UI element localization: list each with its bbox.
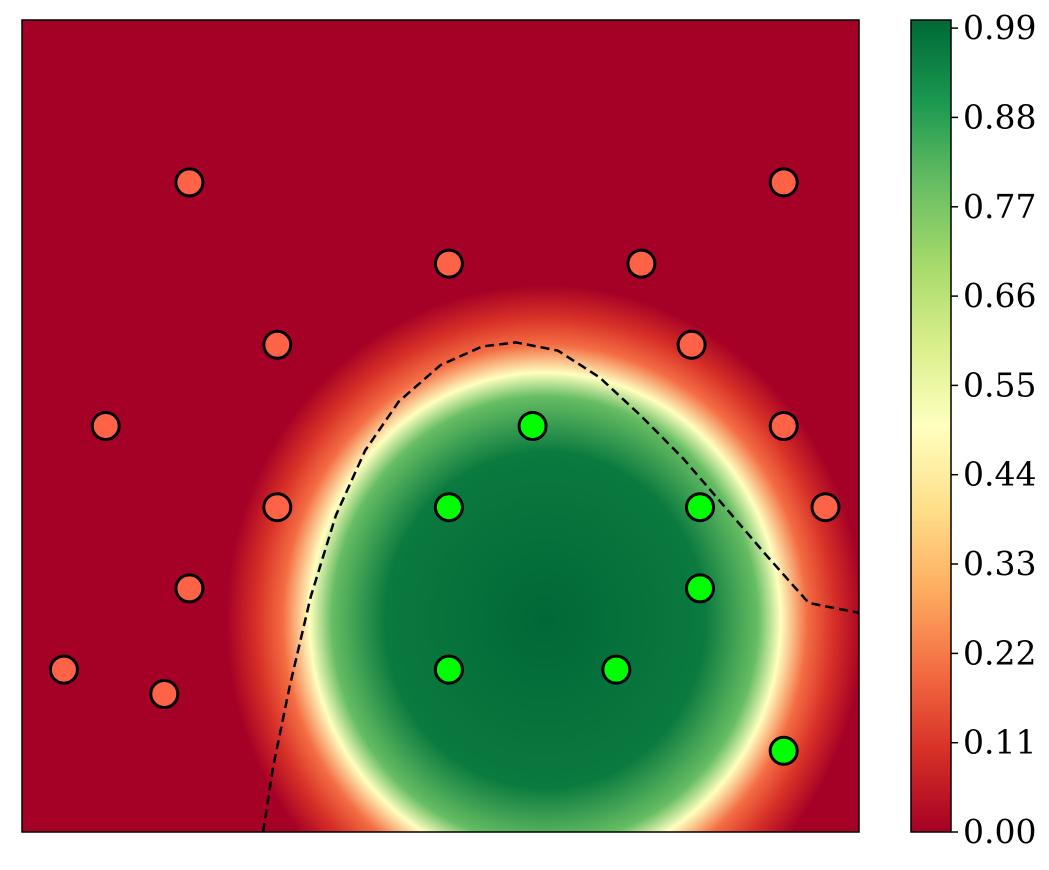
- scatter-point-series-1-2: [685, 492, 715, 523]
- scatter-point-series-0-8: [262, 492, 293, 523]
- scatter-point-series-0-12: [149, 679, 180, 709]
- scatter-point-series-0-0: [174, 167, 205, 198]
- scatter-point-series-0-10: [174, 573, 205, 604]
- scatter-point-series-0-9: [810, 492, 841, 523]
- scatter-point-series-1-1: [433, 492, 464, 523]
- colorbar-ticks: 0.00 0.11 0.22 0.33 0.44 0.55 0.66 0.77 0.88 0.99: [951, 8, 1036, 851]
- probability-heat-field: [22, 20, 859, 832]
- colorbar-tick-label-8: 0.88: [963, 97, 1036, 136]
- colorbar: 0.00 0.11 0.22 0.33 0.44 0.55 0.66 0.77 0.88 0.99: [910, 8, 1036, 851]
- scatter-point-series-0-4: [262, 329, 293, 360]
- colorbar-gradient-bar: [910, 19, 952, 833]
- scatter-points: [48, 167, 841, 766]
- scatter-point-series-0-7: [768, 411, 799, 441]
- scatter-point-series-1-4: [433, 654, 464, 685]
- colorbar-tick-label-6: 0.66: [963, 276, 1036, 315]
- scatter-point-series-0-3: [626, 248, 657, 279]
- scatter-point-series-0-6: [90, 411, 121, 441]
- plot-frame: [21, 19, 860, 833]
- scatter-point-series-1-6: [768, 735, 799, 766]
- colorbar-tick-label-0: 0.00: [963, 812, 1036, 851]
- colorbar-tick-label-9: 0.99: [963, 8, 1036, 47]
- colorbar-tick-label-4: 0.44: [963, 455, 1036, 494]
- scatter-point-series-0-1: [768, 167, 799, 198]
- colorbar-tick-label-3: 0.33: [963, 544, 1036, 583]
- plot-area: [21, 19, 860, 833]
- scatter-point-series-1-5: [601, 654, 632, 685]
- colorbar-tick-label-5: 0.55: [963, 365, 1036, 404]
- scatter-point-series-1-0: [517, 411, 548, 441]
- scatter-point-series-0-11: [48, 654, 79, 685]
- scatter-point-series-1-3: [685, 573, 715, 604]
- scatter-point-series-0-2: [433, 248, 464, 279]
- scatter-point-series-0-5: [676, 329, 707, 360]
- colorbar-tick-label-7: 0.77: [963, 187, 1036, 226]
- decision-boundary-line: [261, 341, 859, 832]
- colorbar-tick-label-1: 0.11: [963, 723, 1036, 762]
- colorbar-tick-label-2: 0.22: [963, 633, 1036, 672]
